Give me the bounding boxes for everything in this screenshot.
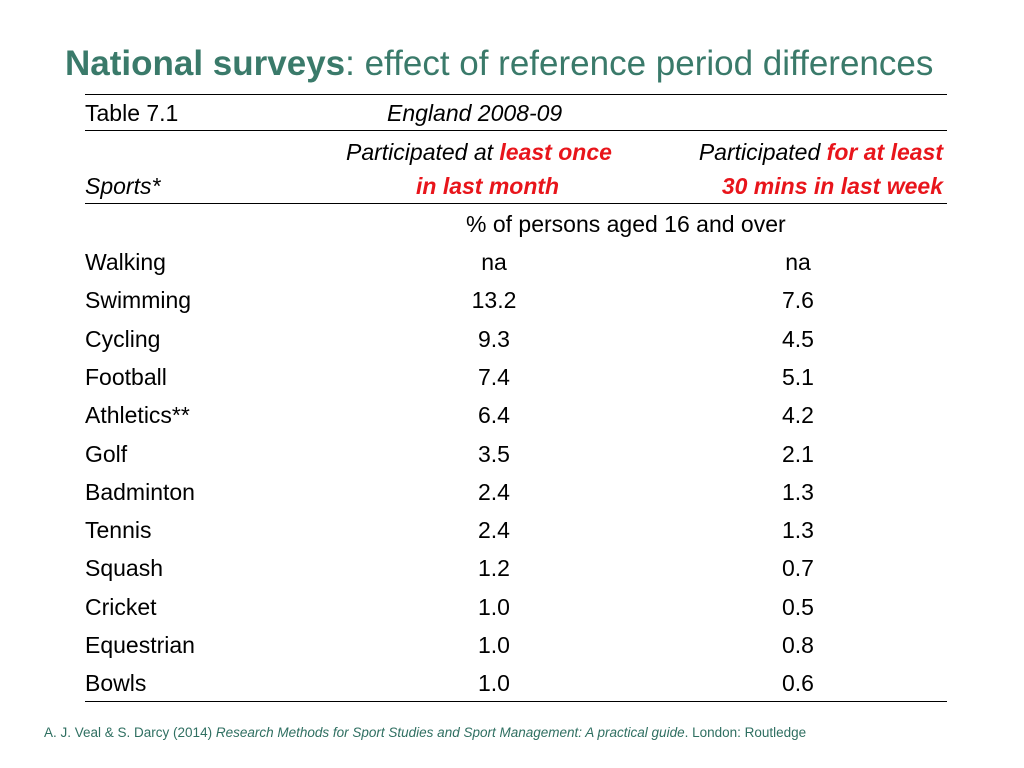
title-rest: : effect of reference period differences — [345, 44, 934, 83]
citation: A. J. Veal & S. Darcy (2014) Research Me… — [44, 723, 806, 743]
week-value-cell: 5.1 — [782, 363, 814, 390]
table-row: Golf 3.5 2.1 — [0, 439, 1024, 469]
col1-header: Sports* — [85, 173, 161, 199]
table-row: Squash 1.2 0.7 — [0, 553, 1024, 583]
month-value-cell: 1.0 — [478, 670, 510, 697]
week-value-cell: 0.5 — [782, 593, 814, 620]
col3-header-line1: Participated for at least — [698, 139, 943, 165]
week-value-cell: 0.6 — [782, 670, 814, 697]
sport-cell: Athletics** — [85, 402, 190, 429]
sport-cell: Football — [85, 363, 167, 390]
week-value-cell: 1.3 — [782, 517, 814, 544]
week-value-cell: 4.2 — [782, 402, 814, 429]
citation-book: Research Methods for Sport Studies and S… — [215, 725, 685, 740]
month-value-cell: 7.4 — [478, 363, 510, 390]
title-bold: National surveys — [65, 44, 346, 83]
month-value-cell: na — [481, 249, 507, 275]
sport-cell: Cricket — [85, 593, 157, 620]
month-value-cell: 1.0 — [478, 632, 510, 658]
sport-cell: Golf — [85, 440, 128, 467]
col3-header-line2: 30 mins in last week — [721, 173, 943, 199]
sport-cell: Cycling — [85, 325, 161, 352]
week-value-cell: 1.3 — [782, 478, 814, 505]
month-value-cell: 3.5 — [478, 440, 510, 467]
sport-cell: Equestrian — [85, 632, 195, 658]
table-row: Walking na na — [0, 247, 1024, 277]
col2-header-line2: in last month — [416, 173, 560, 199]
units-label: % of persons aged 16 and over — [466, 211, 786, 237]
table-label: Table 7.1 — [85, 100, 179, 126]
week-value-cell: 0.8 — [782, 632, 814, 658]
table-top-rule — [85, 94, 947, 95]
col2-header-line1: Participated at least once — [346, 139, 612, 165]
table-row: Equestrian 1.0 0.8 — [0, 630, 1024, 660]
week-value-cell: 2.1 — [782, 440, 814, 467]
table-row: Badminton 2.4 1.3 — [0, 477, 1024, 507]
table-bottom-rule — [85, 701, 947, 702]
citation-publisher: . London: Routledge — [684, 725, 807, 740]
header-bottom-rule — [85, 203, 947, 204]
table-row: Cycling 9.3 4.5 — [0, 324, 1024, 354]
sport-cell: Tennis — [85, 517, 152, 544]
month-value-cell: 9.3 — [478, 325, 510, 352]
table-row: Cricket 1.0 0.5 — [0, 592, 1024, 622]
sport-cell: Squash — [85, 555, 164, 582]
week-value-cell: 0.7 — [782, 555, 814, 582]
sport-cell: Bowls — [85, 670, 147, 697]
table-region: England 2008-09 — [387, 100, 563, 126]
table-row: Bowls 1.0 0.6 — [0, 668, 1024, 698]
month-value-cell: 1.2 — [478, 555, 510, 582]
month-value-cell: 1.0 — [478, 593, 510, 620]
month-value-cell: 13.2 — [471, 287, 517, 314]
sport-cell: Swimming — [85, 287, 192, 314]
week-value-cell: na — [785, 249, 811, 275]
month-value-cell: 2.4 — [478, 517, 510, 544]
week-value-cell: 7.6 — [782, 287, 814, 314]
sport-cell: Badminton — [85, 478, 195, 505]
month-value-cell: 2.4 — [478, 478, 510, 505]
header-top-rule — [85, 130, 947, 131]
table-row: Athletics** 6.4 4.2 — [0, 400, 1024, 430]
page-title: National surveys: effect of reference pe… — [65, 40, 1005, 88]
week-value-cell: 4.5 — [782, 325, 814, 352]
sport-cell: Walking — [85, 249, 166, 275]
month-value-cell: 6.4 — [478, 402, 510, 429]
table-row: Tennis 2.4 1.3 — [0, 515, 1024, 545]
citation-authors: A. J. Veal & S. Darcy (2014) — [44, 725, 216, 740]
table-row: Football 7.4 5.1 — [0, 362, 1024, 392]
table-row: Swimming 13.2 7.6 — [0, 285, 1024, 315]
